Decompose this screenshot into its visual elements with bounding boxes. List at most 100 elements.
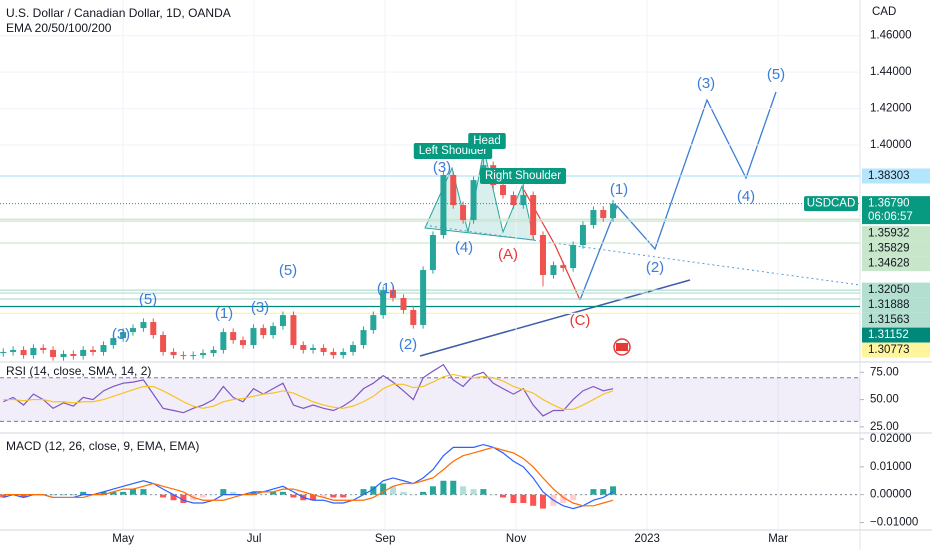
x-tick-label: Mar <box>768 533 788 545</box>
macd-histogram-bar <box>70 494 77 496</box>
candle-body <box>460 205 467 221</box>
candle-body <box>129 328 136 333</box>
macd-line <box>3 443 614 510</box>
candle-body <box>20 349 27 356</box>
macd-histogram-bar <box>180 494 187 504</box>
macd-histogram-bar <box>140 489 147 495</box>
symbol-label: USDCAD <box>807 198 856 210</box>
macd-histogram-bar <box>80 491 87 495</box>
countdown: 06:06:57 <box>868 211 913 223</box>
level-label: 1.32050 <box>868 284 910 296</box>
candle-body <box>70 353 77 356</box>
wave-label: (5) <box>767 66 785 83</box>
level-label: 1.34628 <box>868 258 910 270</box>
level-tag <box>862 168 930 184</box>
macd-histogram-bar <box>310 494 317 501</box>
macd-histogram-bar <box>510 494 517 504</box>
macd-histogram-bar <box>129 489 136 495</box>
macd-histogram-bar <box>410 494 417 496</box>
wave-label: (3) <box>433 159 451 176</box>
candle-body <box>100 345 107 352</box>
y-tick-label: 75.00 <box>870 366 899 378</box>
macd-line <box>3 446 614 507</box>
candle-body <box>170 351 177 356</box>
candle-body <box>0 351 7 354</box>
candle-body <box>110 338 117 346</box>
candle-body <box>340 351 347 356</box>
candle-body <box>270 326 277 335</box>
macd-histogram-bar <box>429 486 436 495</box>
wave-label: (1) <box>377 280 395 297</box>
macd-histogram-bar <box>389 486 396 495</box>
wave-label: (2) <box>399 336 417 353</box>
macd-histogram-bar <box>60 494 67 496</box>
macd-histogram-bar <box>420 491 427 495</box>
macd-histogram-bar <box>20 494 27 498</box>
candle-body <box>230 332 237 341</box>
level-tag <box>862 282 930 298</box>
level-tag <box>862 327 930 343</box>
candle-body <box>539 235 546 275</box>
candle-body <box>180 355 187 357</box>
x-tick-label: Jul <box>247 533 262 545</box>
candle-body <box>190 355 197 357</box>
macd-histogram-bar <box>460 486 467 495</box>
rsi-line <box>3 363 614 417</box>
macd-histogram-bar <box>490 494 497 496</box>
candle-body <box>300 345 307 350</box>
candle-body <box>590 210 597 225</box>
x-tick-label: May <box>112 533 134 545</box>
candle-body <box>220 332 227 350</box>
candle-body <box>90 349 97 352</box>
level-tag <box>862 342 930 358</box>
candle-body <box>560 265 567 269</box>
indicator-legend: EMA 20/50/100/200 <box>6 21 112 35</box>
level-label: 1.38303 <box>868 170 910 182</box>
macd-title: MACD (12, 26, close, 9, EMA, EMA) <box>6 439 199 453</box>
x-tick-label: 2023 <box>634 533 660 545</box>
macd-histogram-bar <box>370 486 377 495</box>
macd-histogram-bar <box>270 491 277 495</box>
macd-histogram-bar <box>150 494 157 496</box>
macd-histogram-bar <box>470 489 477 495</box>
price-pane <box>0 0 861 530</box>
x-tick-label: Nov <box>506 533 527 545</box>
last-price-tag <box>862 196 930 225</box>
macd-histogram-bar <box>230 491 237 495</box>
candle-body <box>80 349 87 356</box>
wave-label: (5) <box>279 262 297 279</box>
candle-body <box>50 349 57 358</box>
macd-histogram-bar <box>220 489 227 495</box>
candle-body <box>330 351 337 356</box>
candle-body <box>290 315 297 346</box>
pattern-label: Right Shoulder <box>485 170 561 182</box>
level-tag <box>862 241 930 257</box>
macd-histogram-bar <box>610 486 617 495</box>
macd-histogram-bar <box>320 494 327 498</box>
candle-body <box>570 245 577 269</box>
candle-body <box>510 195 517 206</box>
wave-label: (A) <box>498 246 518 263</box>
candle-body <box>420 270 427 325</box>
last-price-label: 1.36790 <box>868 198 910 210</box>
y-tick-label: −0.01000 <box>870 517 918 529</box>
macd-histogram-bar <box>400 491 407 495</box>
y-tick-label: 1.42000 <box>870 103 912 115</box>
pattern-badge <box>468 133 506 149</box>
macd-histogram-bar <box>600 489 607 495</box>
candle-body <box>429 235 436 271</box>
level-label: 1.30773 <box>868 344 910 356</box>
macd-histogram-bar <box>160 494 167 498</box>
rsi-band <box>0 377 860 422</box>
wave-label: (1) <box>215 305 233 322</box>
candle-body <box>279 315 286 327</box>
candle-body <box>380 290 387 316</box>
macd-histogram-bar <box>279 491 286 495</box>
candle-body <box>160 334 167 352</box>
wave-label: (2) <box>646 259 664 276</box>
macd-histogram-bar <box>440 480 447 495</box>
wave-label: (4) <box>455 239 473 256</box>
level-tag <box>862 226 930 242</box>
